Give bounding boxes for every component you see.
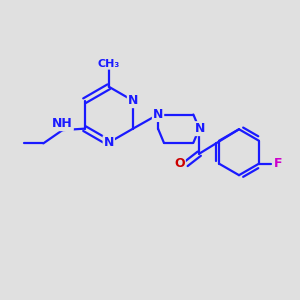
Text: CH₃: CH₃ — [98, 59, 120, 69]
Text: NH: NH — [52, 117, 73, 130]
Text: N: N — [195, 122, 205, 135]
Text: N: N — [153, 108, 163, 121]
Text: N: N — [128, 94, 138, 107]
Text: F: F — [274, 157, 282, 170]
Text: N: N — [103, 136, 114, 149]
Text: O: O — [174, 158, 185, 170]
